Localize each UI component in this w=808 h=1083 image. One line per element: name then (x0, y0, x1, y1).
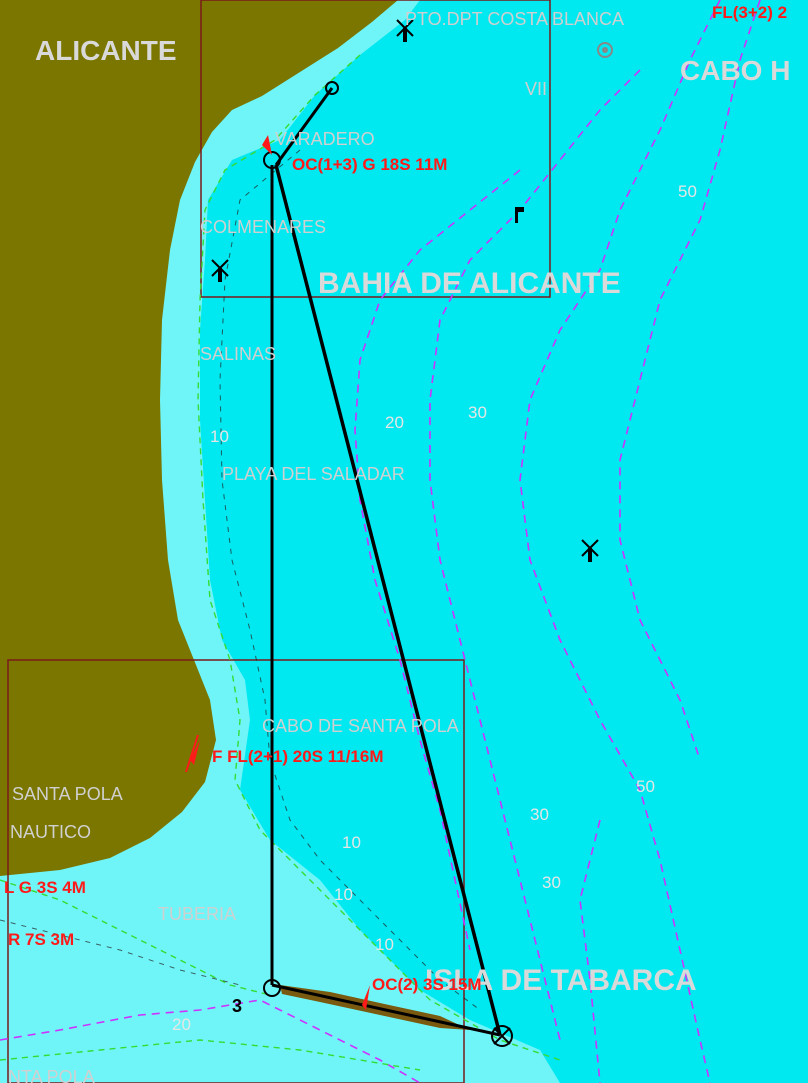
beacon-symbols (211, 19, 613, 562)
waypoint-harbour[interactable] (325, 81, 339, 95)
waypoint-west[interactable] (263, 979, 281, 997)
waypoint-start[interactable] (263, 151, 281, 169)
label-puerto: PTO.DPT COSTA BLANCA (405, 9, 624, 29)
depth-30-a: 30 (530, 805, 549, 824)
route-leg-harbour[interactable] (274, 87, 334, 166)
light-label-top-right: FL(3+2) 2 (712, 3, 787, 22)
buoy-dot-icon (602, 47, 608, 53)
flag-icon (515, 207, 524, 223)
route-leg-south[interactable] (271, 983, 501, 1037)
light-flare-icon (262, 135, 272, 155)
light-label-alicante: OC(1+3) G 18S 11M (292, 155, 447, 174)
label-cabo-santa-pola: CABO DE SANTA POLA (262, 716, 459, 736)
depth-10-left: 10 (210, 427, 229, 446)
windmill-icon (211, 259, 229, 282)
label-santa-pola-bottom: NTA POLA (8, 1067, 95, 1083)
light-label-red: R 7S 3M (8, 930, 74, 949)
label-salinas: SALINAS (200, 344, 276, 364)
light-label-green: L G 3S 4M (4, 878, 86, 897)
light-label-tabarca: OC(2) 3S 15M (372, 975, 482, 994)
depth-50-right: 50 (636, 777, 655, 796)
depth-10-a: 10 (342, 833, 361, 852)
depth-contours (0, 0, 761, 1083)
waypoint-east[interactable] (491, 1025, 513, 1047)
label-tabarca: ISLA DE TABARCA (425, 964, 697, 997)
waypoint-cross-b (493, 1027, 511, 1045)
label-alicante: ALICANTE (35, 35, 177, 66)
land-mass (0, 0, 398, 876)
depth-30-b: 30 (542, 873, 561, 892)
label-varadero: VARADERO (275, 129, 375, 149)
light-label-santa-pola: F FL(2+1) 20S 11/16M (212, 747, 384, 766)
depth-30: 30 (468, 403, 487, 422)
shallow-contours (0, 54, 561, 1071)
depth-10-b: 10 (334, 885, 353, 904)
depth-50-top: 50 (678, 182, 697, 201)
label-vii: VII (525, 79, 547, 99)
route-leg-east[interactable] (274, 164, 502, 1036)
label-tuberia: TUBERIA (158, 904, 236, 924)
depth-10-c: 10 (375, 935, 394, 954)
light-markers (185, 135, 370, 1010)
depth-20: 20 (385, 413, 404, 432)
light-flare-icon (362, 985, 370, 1010)
label-nautico: NAUTICO (10, 822, 91, 842)
windmill-icon (581, 539, 599, 562)
label-santa-pola: SANTA POLA (12, 784, 123, 804)
label-cabo: CABO H (680, 55, 790, 86)
route[interactable] (263, 81, 513, 1047)
depth-contour-10 (0, 149, 481, 1011)
label-playa: PLAYA DEL SALADAR (222, 464, 405, 484)
buoy-icon (597, 42, 613, 58)
label-colmenares: COLMENARES (200, 217, 326, 237)
label-bahia: BAHIA DE ALICANTE (318, 267, 621, 300)
chart-frame-alicante (200, 0, 551, 298)
depth-3: 3 (232, 996, 242, 1016)
depth-20-bottom: 20 (172, 1015, 191, 1034)
chart-frame-santa-pola (7, 659, 465, 1083)
light-flare-icon (190, 740, 200, 765)
windmill-icon (396, 19, 414, 42)
light-flare-icon (185, 734, 199, 773)
